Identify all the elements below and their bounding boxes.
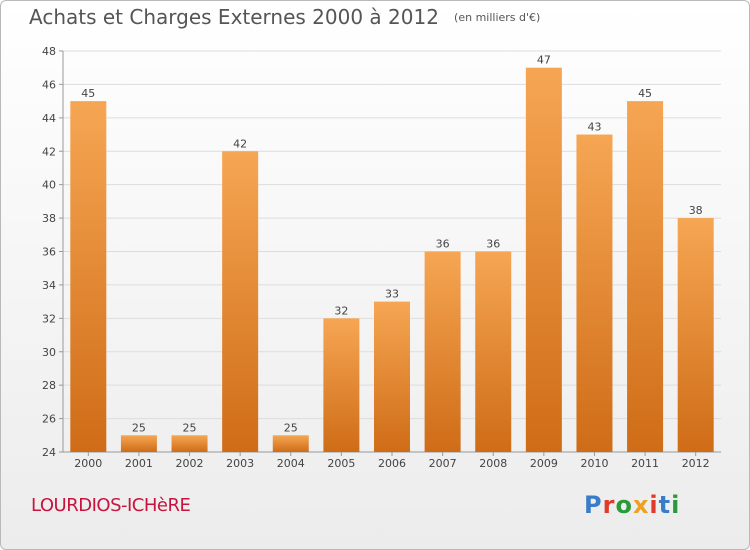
x-tick-label: 2012 — [682, 457, 710, 470]
chart-title-block: Achats et Charges Externes 2000 à 2012 (… — [29, 5, 540, 29]
y-tick-label: 32 — [42, 312, 56, 325]
y-tick-label: 48 — [42, 45, 56, 58]
bars — [70, 67, 714, 452]
y-tick-label: 40 — [42, 179, 56, 192]
x-tick-label: 2007 — [429, 457, 457, 470]
y-tick-labels: 24 26 28 30 32 34 36 38 40 42 44 46 48 — [42, 45, 56, 459]
logo-letter: t — [658, 491, 672, 519]
commune-name: LOURDIOS-ICHèRE — [31, 495, 191, 516]
chart-title: Achats et Charges Externes 2000 à 2012 — [29, 5, 439, 29]
bar-2005 — [323, 318, 360, 452]
logo-letter: i — [649, 491, 659, 519]
x-tick-label: 2000 — [74, 457, 102, 470]
bar-2003 — [222, 151, 259, 452]
bar-2000 — [70, 101, 107, 452]
bar-value-label: 42 — [233, 137, 247, 150]
bar-value-label: 36 — [436, 238, 450, 251]
x-tick-labels: 2000 2001 2002 2003 2004 2005 2006 2007 2008 2009… — [74, 457, 709, 470]
bar-2010 — [576, 134, 613, 452]
x-tick-label: 2010 — [580, 457, 608, 470]
y-tick-label: 26 — [42, 413, 56, 426]
y-tick-label: 28 — [42, 379, 56, 392]
x-tick-label: 2006 — [378, 457, 406, 470]
x-tick-label: 2002 — [176, 457, 204, 470]
logo-letter: x — [632, 491, 650, 519]
x-tick-label: 2011 — [631, 457, 659, 470]
bar-2012 — [677, 218, 714, 452]
y-tick-label: 30 — [42, 346, 56, 359]
y-tick-label: 42 — [42, 145, 56, 158]
bar-2007 — [424, 251, 461, 452]
x-tick-label: 2008 — [479, 457, 507, 470]
x-tick-label: 2003 — [226, 457, 254, 470]
y-tick-label: 44 — [42, 112, 56, 125]
logo-letter: i — [671, 491, 681, 519]
logo-letter: o — [615, 491, 633, 519]
bar-value-label: 33 — [385, 288, 399, 301]
bar-2008 — [475, 251, 512, 452]
bar-value-label: 45 — [81, 87, 95, 100]
proxiti-logo: Proxiti — [584, 491, 680, 519]
bar-value-label: 25 — [284, 421, 298, 434]
bar-value-label: 25 — [183, 421, 197, 434]
bar-value-labels: 45 25 25 42 25 32 33 36 36 47 43 45 38 — [81, 54, 702, 435]
y-tick-label: 38 — [42, 212, 56, 225]
bar-value-label: 47 — [537, 54, 551, 67]
y-tick-label: 24 — [42, 446, 56, 459]
bar-value-label: 25 — [132, 421, 146, 434]
x-tick-label: 2005 — [327, 457, 355, 470]
bar-2002 — [171, 435, 208, 452]
y-tick-label: 34 — [42, 279, 56, 292]
bar-2001 — [120, 435, 157, 452]
bar-value-label: 43 — [587, 121, 601, 134]
logo-letter: P — [584, 491, 603, 519]
logo-letter: r — [602, 491, 616, 519]
chart-unit-note: (en milliers d'€) — [454, 11, 541, 24]
bar-2011 — [627, 101, 664, 452]
bar-2006 — [374, 301, 410, 452]
y-tick-label: 36 — [42, 246, 56, 259]
bar-value-label: 38 — [689, 204, 703, 217]
bar-value-label: 36 — [486, 238, 500, 251]
y-tick-label: 46 — [42, 78, 56, 91]
bar-value-label: 45 — [638, 87, 652, 100]
bar-2004 — [272, 435, 309, 452]
bar-2009 — [525, 67, 562, 452]
x-tick-label: 2001 — [125, 457, 153, 470]
x-tick-label: 2004 — [277, 457, 305, 470]
bar-value-label: 32 — [334, 304, 348, 317]
x-tick-label: 2009 — [530, 457, 558, 470]
